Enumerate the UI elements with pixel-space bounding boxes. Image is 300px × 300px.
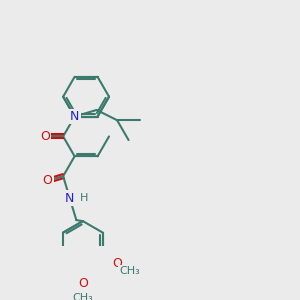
Text: N: N: [70, 110, 79, 123]
Text: N: N: [65, 192, 74, 205]
Text: O: O: [40, 130, 50, 143]
Text: CH₃: CH₃: [119, 266, 140, 276]
Text: O: O: [43, 174, 52, 188]
Text: H: H: [80, 193, 88, 203]
Text: O: O: [78, 277, 88, 290]
Text: CH₃: CH₃: [73, 293, 93, 300]
Text: O: O: [112, 257, 122, 270]
